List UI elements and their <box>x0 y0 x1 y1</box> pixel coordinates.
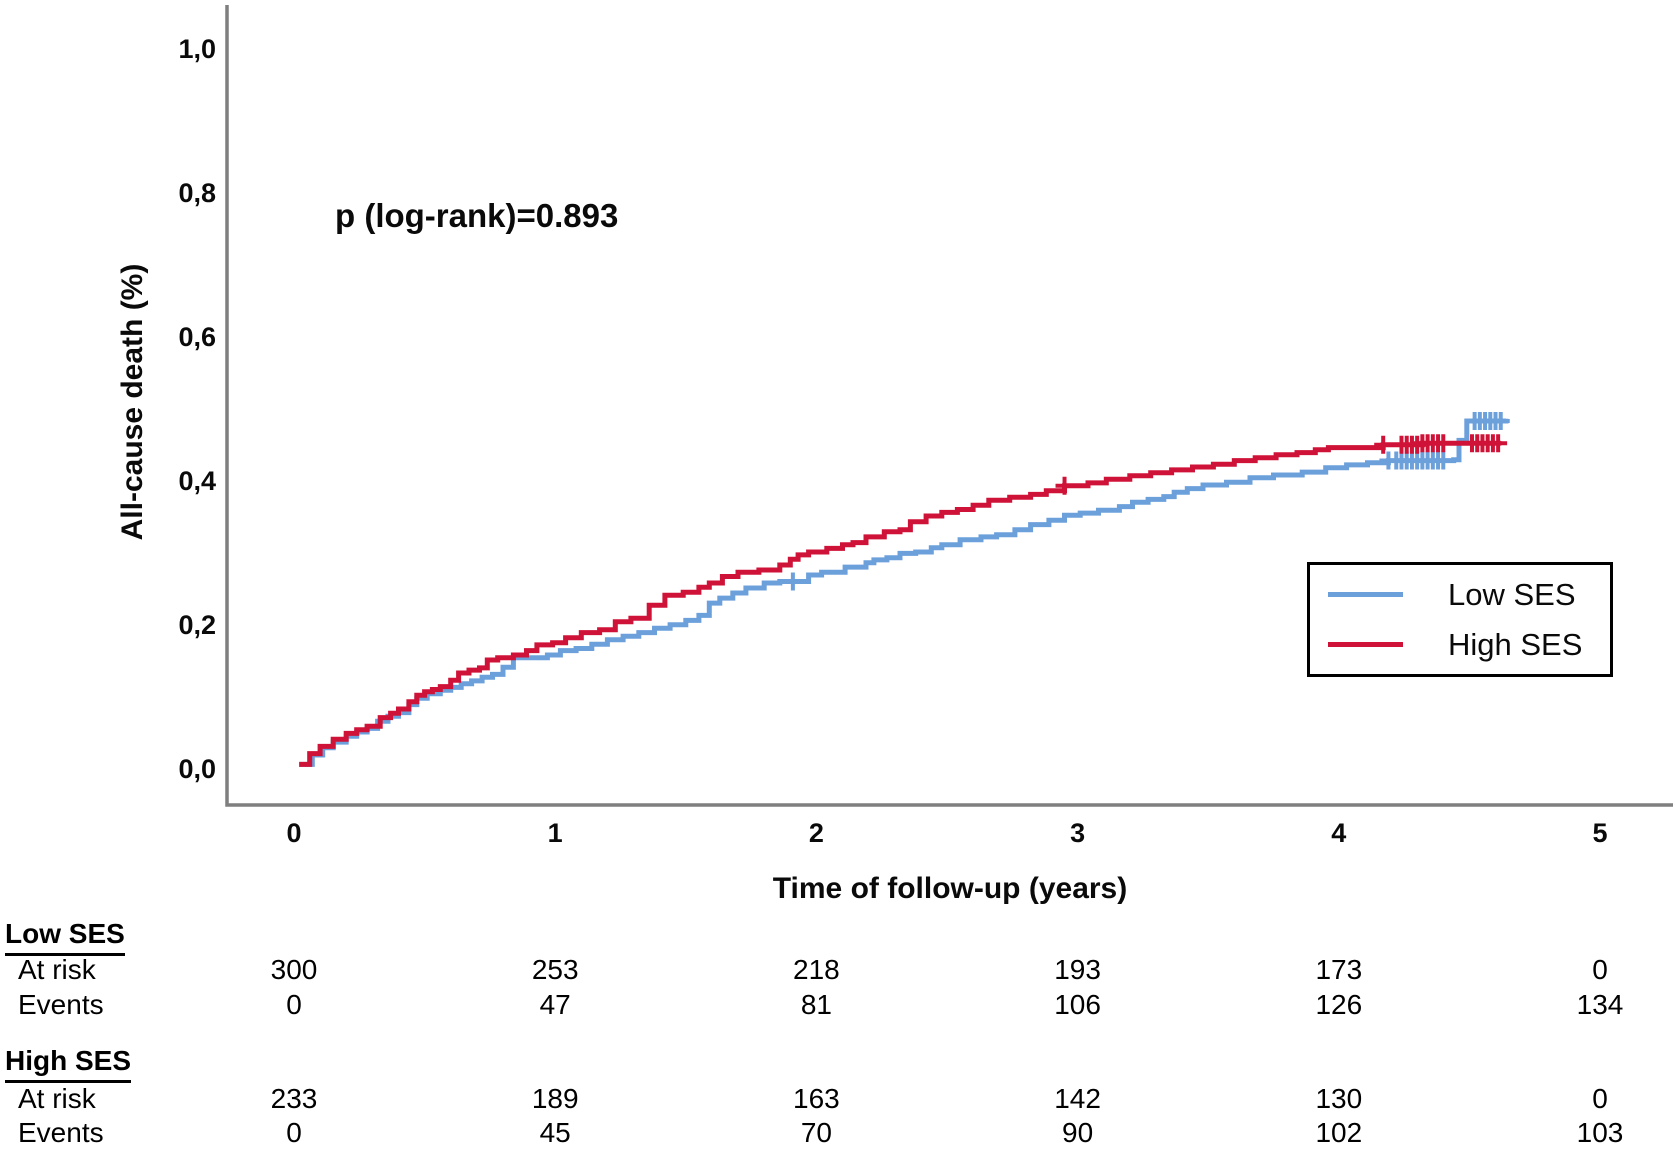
y-tick-label: 0,6 <box>178 322 216 352</box>
risk-table-value: 103 <box>1576 1117 1624 1148</box>
x-tick-label: 4 <box>1331 818 1346 848</box>
x-tick-label: 0 <box>286 818 301 848</box>
y-tick-label: 1,0 <box>178 34 216 64</box>
censor-mark-high-ses <box>1055 476 1074 495</box>
risk-table-value: 0 <box>286 1117 302 1148</box>
legend: Low SES High SES <box>1307 562 1613 677</box>
censor-mark-low-ses <box>1491 411 1510 430</box>
risk-table-group-low-ses: Low SES <box>5 916 125 956</box>
censor-mark-high-ses <box>1489 434 1508 453</box>
risk-table-value: 90 <box>1062 1117 1094 1148</box>
risk-table-group-high-ses: High SES <box>5 1043 132 1083</box>
risk-table-row-label: At risk <box>18 1083 96 1114</box>
y-axis-title: All-cause death (%) <box>116 264 149 541</box>
legend-swatch-high-ses-line <box>1328 642 1403 647</box>
km-plot-canvas: 0,0 0,2 0,4 0,6 0,8 1,0 0 1 2 3 4 5 p (log-rank)=0… <box>116 5 1673 905</box>
x-axis-ticks: 0 1 2 3 4 5 <box>286 818 1607 848</box>
risk-table-value: 233 <box>270 1083 318 1114</box>
risk-table-value: 218 <box>793 954 840 985</box>
risk-table-value: 163 <box>793 1083 840 1114</box>
risk-table-value: 193 <box>1054 954 1101 985</box>
risk-table-value: 189 <box>531 1083 579 1114</box>
risk-table-value: 0 <box>1592 1083 1608 1114</box>
risk-table-value: 134 <box>1576 989 1624 1020</box>
risk-table-value: 81 <box>800 989 832 1020</box>
risk-table-value: 47 <box>539 989 571 1020</box>
x-tick-label: 5 <box>1592 818 1607 848</box>
censor-mark-high-ses <box>1374 435 1393 454</box>
km-curves <box>299 418 1509 767</box>
censor-marks <box>783 411 1510 591</box>
km-curve-low-ses <box>299 418 1509 767</box>
risk-table-value: 126 <box>1315 989 1363 1020</box>
legend-item-high-ses: High SES <box>1310 625 1610 665</box>
legend-swatch-low-ses-line <box>1328 592 1403 597</box>
risk-table-value: 253 <box>531 954 579 985</box>
risk-table-value: 300 <box>270 954 318 985</box>
risk-table-value: 102 <box>1315 1117 1363 1148</box>
risk-table-row-label: At risk <box>18 954 96 985</box>
risk-table-value: 130 <box>1315 1083 1363 1114</box>
legend-label-high-ses: High SES <box>1448 626 1583 662</box>
km-curve-high-ses <box>299 440 1501 767</box>
risk-table-row-label: Events <box>18 1117 104 1148</box>
legend-label-low-ses: Low SES <box>1448 576 1576 612</box>
risk-table-value: 0 <box>286 989 302 1020</box>
censor-mark-high-ses <box>1434 434 1453 453</box>
censor-mark-low-ses <box>783 572 802 591</box>
y-tick-label: 0,8 <box>178 178 216 208</box>
x-tick-label: 2 <box>809 818 824 848</box>
legend-item-low-ses: Low SES <box>1310 575 1610 615</box>
censor-mark-low-ses <box>1434 451 1453 470</box>
x-tick-label: 3 <box>1070 818 1085 848</box>
x-tick-label: 1 <box>548 818 563 848</box>
y-tick-label: 0,0 <box>178 754 216 784</box>
risk-table-value: 0 <box>1592 954 1608 985</box>
axis-frame <box>225 5 1673 807</box>
y-axis-ticks: 0,0 0,2 0,4 0,6 0,8 1,0 <box>178 34 216 784</box>
p-value-annotation: p (log-rank)=0.893 <box>335 197 618 234</box>
risk-table-value: 106 <box>1054 989 1101 1020</box>
y-tick-label: 0,4 <box>178 466 216 496</box>
risk-table-value: 173 <box>1315 954 1363 985</box>
risk-table-value: 70 <box>800 1117 832 1148</box>
risk-table-row-label: Events <box>18 989 104 1020</box>
x-axis-title: Time of follow-up (years) <box>773 872 1127 905</box>
risk-table-value: 142 <box>1054 1083 1101 1114</box>
risk-table-value: 45 <box>539 1117 571 1148</box>
y-tick-label: 0,2 <box>178 610 216 640</box>
